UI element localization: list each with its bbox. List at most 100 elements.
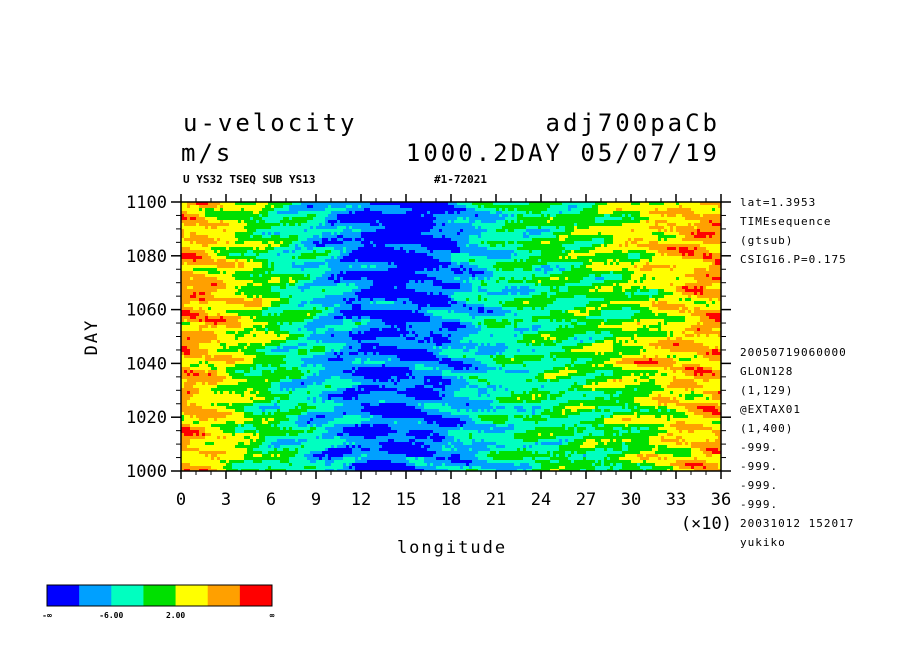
heatmap-cell bbox=[355, 298, 358, 301]
heatmap-cell bbox=[253, 397, 265, 400]
heatmap-cell bbox=[514, 355, 544, 358]
y-tick-label: 1020 bbox=[126, 408, 167, 428]
heatmap-cell bbox=[310, 277, 316, 280]
heatmap-cell bbox=[532, 340, 535, 343]
heatmap-cell bbox=[505, 220, 508, 223]
heatmap-cell bbox=[424, 406, 451, 409]
heatmap-cell bbox=[238, 265, 244, 268]
heatmap-cell bbox=[604, 319, 607, 322]
heatmap-cell bbox=[238, 424, 241, 427]
heatmap-cell bbox=[718, 334, 721, 337]
heatmap-cell bbox=[496, 352, 499, 355]
heatmap-cell bbox=[604, 244, 607, 247]
heatmap-cell bbox=[550, 205, 568, 208]
heatmap-cell bbox=[595, 286, 598, 289]
heatmap-cell bbox=[283, 241, 292, 244]
heatmap-cell bbox=[181, 391, 187, 394]
heatmap-cell bbox=[328, 358, 343, 361]
heatmap-cell bbox=[562, 244, 592, 247]
heatmap-cell bbox=[439, 382, 442, 385]
heatmap-cell bbox=[325, 244, 364, 247]
heatmap-cell bbox=[565, 412, 580, 415]
heatmap-cell bbox=[313, 424, 316, 427]
heatmap-cell bbox=[325, 208, 346, 211]
heatmap-cell bbox=[526, 364, 565, 367]
heatmap-cell bbox=[307, 274, 310, 277]
heatmap-cell bbox=[541, 358, 553, 361]
heatmap-cell bbox=[397, 388, 406, 391]
heatmap-cell bbox=[190, 397, 250, 400]
heatmap-cell bbox=[580, 211, 598, 214]
heatmap-cell bbox=[226, 370, 235, 373]
heatmap-cell bbox=[667, 313, 691, 316]
heatmap-cell bbox=[601, 322, 604, 325]
heatmap-cell bbox=[550, 379, 559, 382]
heatmap-cell bbox=[622, 439, 631, 442]
heatmap-cell bbox=[550, 457, 568, 460]
heatmap-cell bbox=[661, 238, 664, 241]
heatmap-cell bbox=[322, 364, 382, 367]
heatmap-cell bbox=[634, 265, 637, 268]
heatmap-cell bbox=[253, 412, 262, 415]
heatmap-cell bbox=[409, 331, 412, 334]
heatmap-cell bbox=[334, 232, 337, 235]
heatmap-cell bbox=[541, 307, 544, 310]
heatmap-cell bbox=[637, 463, 640, 466]
heatmap-cell bbox=[565, 451, 571, 454]
heatmap-cell bbox=[439, 292, 442, 295]
heatmap-cell bbox=[529, 415, 532, 418]
heatmap-cell bbox=[262, 310, 283, 313]
heatmap-cell bbox=[679, 247, 688, 250]
heatmap-cell bbox=[709, 298, 712, 301]
heatmap-cell bbox=[517, 448, 520, 451]
heatmap-cell bbox=[343, 454, 361, 457]
heatmap-cell bbox=[412, 376, 415, 379]
heatmap-cell bbox=[217, 469, 226, 471]
heatmap-cell bbox=[514, 406, 523, 409]
heatmap-cell bbox=[508, 241, 514, 244]
heatmap-cell bbox=[703, 367, 712, 370]
heatmap-cell bbox=[514, 259, 517, 262]
heatmap-cell bbox=[553, 232, 571, 235]
heatmap-cell bbox=[640, 427, 649, 430]
heatmap-cell bbox=[292, 265, 319, 268]
heatmap-cell bbox=[253, 319, 304, 322]
heatmap-cell bbox=[196, 241, 217, 244]
heatmap-cell bbox=[205, 298, 244, 301]
heatmap-cell bbox=[484, 319, 496, 322]
heatmap-cell bbox=[685, 328, 697, 331]
heatmap-cell bbox=[235, 391, 244, 394]
heatmap-cell bbox=[229, 346, 244, 349]
heatmap-cell bbox=[670, 463, 685, 466]
heatmap-cell bbox=[703, 292, 721, 295]
heatmap-cell bbox=[595, 466, 610, 469]
heatmap-cell bbox=[334, 445, 337, 448]
heatmap-cell bbox=[337, 274, 427, 277]
heatmap-cell bbox=[226, 460, 229, 463]
heatmap-cell bbox=[658, 406, 667, 409]
heatmap-cell bbox=[493, 334, 514, 337]
heatmap-cell bbox=[205, 319, 226, 322]
heatmap-cell bbox=[718, 409, 721, 412]
heatmap-cell bbox=[484, 430, 505, 433]
heatmap-cell bbox=[622, 343, 649, 346]
heatmap-cell bbox=[325, 367, 352, 370]
heatmap-cell bbox=[607, 202, 631, 205]
heatmap-cell bbox=[259, 274, 262, 277]
heatmap-cell bbox=[319, 223, 322, 226]
heatmap-cell bbox=[610, 301, 652, 304]
heatmap-cell bbox=[712, 301, 715, 304]
heatmap-cell bbox=[478, 295, 481, 298]
heatmap-cell bbox=[565, 229, 574, 232]
heatmap-cell bbox=[604, 448, 607, 451]
heatmap-cell bbox=[406, 301, 412, 304]
heatmap-cell bbox=[424, 214, 433, 217]
heatmap-cell bbox=[472, 439, 475, 442]
heatmap-cell bbox=[604, 397, 610, 400]
heatmap-cell bbox=[670, 229, 673, 232]
heatmap-cell bbox=[208, 370, 217, 373]
heatmap-cell bbox=[613, 235, 658, 238]
heatmap-cell bbox=[328, 457, 331, 460]
heatmap-cell bbox=[712, 454, 721, 457]
heatmap-cell bbox=[643, 346, 655, 349]
